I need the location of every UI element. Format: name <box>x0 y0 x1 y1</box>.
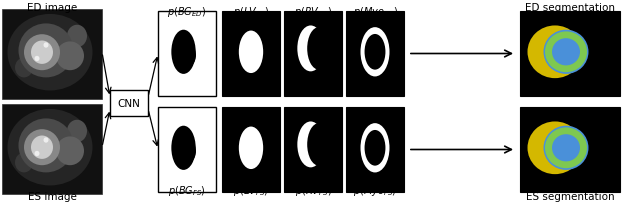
Ellipse shape <box>35 57 40 62</box>
Ellipse shape <box>19 24 74 78</box>
Ellipse shape <box>545 32 587 73</box>
Bar <box>222 12 280 96</box>
Bar <box>284 108 342 192</box>
Ellipse shape <box>56 42 84 71</box>
Text: ED image: ED image <box>27 3 77 13</box>
Ellipse shape <box>543 126 589 170</box>
Ellipse shape <box>552 135 580 162</box>
Ellipse shape <box>527 122 582 174</box>
Ellipse shape <box>527 26 582 79</box>
Bar <box>110 91 148 116</box>
Ellipse shape <box>307 124 330 166</box>
Ellipse shape <box>31 136 53 159</box>
Ellipse shape <box>31 41 53 65</box>
Bar <box>2 10 102 100</box>
Text: CNN: CNN <box>118 99 140 109</box>
Ellipse shape <box>239 127 263 169</box>
Ellipse shape <box>172 31 196 74</box>
Bar <box>520 108 620 192</box>
Ellipse shape <box>298 122 324 167</box>
Ellipse shape <box>307 28 330 70</box>
Ellipse shape <box>360 28 390 77</box>
Ellipse shape <box>19 119 74 173</box>
Bar <box>158 108 216 192</box>
Text: $p(Myo_{ED})$: $p(Myo_{ED})$ <box>353 5 397 19</box>
Text: ES image: ES image <box>28 191 76 201</box>
Text: $p(RV_{FS})$: $p(RV_{FS})$ <box>294 183 332 197</box>
Text: $p(BG_{FS})$: $p(BG_{FS})$ <box>168 183 206 197</box>
Bar <box>222 108 280 192</box>
Ellipse shape <box>365 35 385 70</box>
Ellipse shape <box>24 35 60 71</box>
Text: $p(BG_{ED})$: $p(BG_{ED})$ <box>168 5 207 19</box>
Ellipse shape <box>15 153 33 173</box>
Text: $p(Myo_{FS})$: $p(Myo_{FS})$ <box>353 183 397 197</box>
Ellipse shape <box>543 31 589 74</box>
Ellipse shape <box>67 120 87 143</box>
Ellipse shape <box>298 26 324 72</box>
Ellipse shape <box>176 139 196 164</box>
Ellipse shape <box>365 130 385 166</box>
Ellipse shape <box>8 15 93 91</box>
Ellipse shape <box>67 26 87 48</box>
Ellipse shape <box>360 124 390 173</box>
Bar <box>520 12 620 96</box>
Ellipse shape <box>172 126 196 170</box>
Text: $p(LV_{ED})$: $p(LV_{ED})$ <box>232 5 269 19</box>
Ellipse shape <box>15 58 33 78</box>
Ellipse shape <box>56 137 84 165</box>
Ellipse shape <box>176 43 196 69</box>
Bar <box>158 12 216 96</box>
Ellipse shape <box>552 39 580 66</box>
Ellipse shape <box>24 130 60 165</box>
Bar <box>346 108 404 192</box>
Ellipse shape <box>44 43 49 49</box>
Bar <box>2 104 102 194</box>
Ellipse shape <box>35 151 40 156</box>
Ellipse shape <box>239 31 263 74</box>
Bar <box>346 12 404 96</box>
Ellipse shape <box>545 128 587 168</box>
Ellipse shape <box>8 109 93 186</box>
Bar <box>284 12 342 96</box>
Text: ES segmentation: ES segmentation <box>525 191 614 201</box>
Text: $p(LV_{FS})$: $p(LV_{FS})$ <box>233 183 269 197</box>
Text: $p(RV_{ED})$: $p(RV_{ED})$ <box>294 5 332 19</box>
Text: ED segmentation: ED segmentation <box>525 3 615 13</box>
Ellipse shape <box>44 138 49 143</box>
